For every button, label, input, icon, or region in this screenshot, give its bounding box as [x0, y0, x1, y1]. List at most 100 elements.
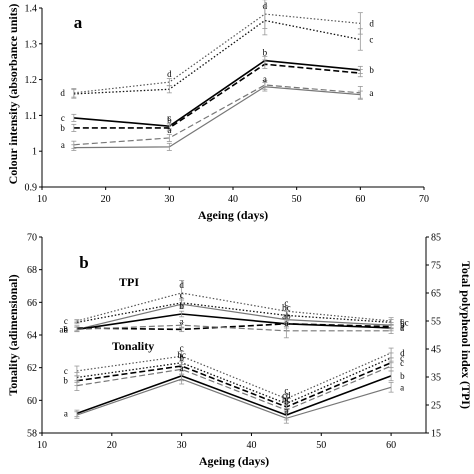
panel-b-tpi-series-line-4	[76, 322, 392, 331]
panel-b-x-tick-label: 20	[107, 440, 117, 451]
panel-b-tpi-significance-letter: ab	[59, 324, 68, 334]
panel-b-tonality-group-label: Tonality	[112, 339, 154, 353]
panel-a-significance-letter: a	[263, 74, 267, 84]
panel-b-tpi-series-line-1	[76, 302, 392, 324]
panel-b-y-tick-label: 66	[27, 298, 37, 309]
panel-a-significance-letter: b	[167, 115, 172, 125]
panel-a-significance-letter: d	[60, 88, 65, 98]
panel-a-x-tick-label: 50	[292, 194, 302, 205]
panel-b-tonality-series-line-5	[76, 378, 392, 419]
panel-b-x-tick-label: 30	[177, 440, 187, 451]
panel-b-x-axis-title: Ageing (days)	[199, 454, 269, 468]
panel-b-tonality-series-line-3	[76, 365, 392, 411]
panel-a-significance-letter: c	[369, 35, 373, 45]
panel-b-tonality-significance-letter: c	[64, 366, 68, 376]
panel-b-y-axis-title: Tonality (adimensional)	[6, 274, 20, 395]
panel-b-tonality-significance-letter: a	[180, 363, 184, 373]
panel-b-tpi-significance-letter: a	[284, 318, 288, 328]
panel-a-significance-letter: d	[369, 18, 374, 28]
panel-a-significance-letter: b	[60, 123, 65, 133]
panel-a-x-tick-label: 30	[164, 194, 174, 205]
panel-b-y-tick-label: 58	[27, 429, 37, 440]
panel-a-label: a	[74, 13, 83, 32]
panel-b-tonality-significance-letter: b	[400, 371, 405, 381]
panel-b-tpi-significance-letter: d	[179, 280, 184, 290]
panel-a-significance-letter: b	[369, 65, 374, 75]
panel-b-y-tick-label: 62	[27, 363, 37, 374]
panel-a-x-tick-label: 60	[355, 194, 365, 205]
panel-a-significance-letter: a	[167, 125, 171, 135]
panel-a-y-tick-label: 1.1	[25, 111, 38, 122]
panel-b-tpi-significance-letter: ab	[282, 311, 291, 321]
panel-a-y-tick-label: 1.2	[25, 75, 38, 86]
panel-b-tonality-series-line-4	[76, 374, 392, 416]
panel-b-tonality-significance-letter: bc	[282, 394, 291, 404]
panel-b-tpi-significance-letter: c	[400, 316, 404, 326]
panel-a-series-line-2	[73, 59, 361, 127]
panel-b-tonality-significance-letter: a	[284, 405, 288, 415]
panel-b-x-tick-label: 50	[316, 440, 326, 451]
panel-b-tonality-significance-letter: c	[400, 358, 404, 368]
panel-a-significance-letter: c	[61, 113, 65, 123]
panel-b-y2-tick-label: 65	[431, 289, 441, 300]
panel-b-tonality-series-line-2	[76, 362, 392, 408]
panel-a-series-line-4	[73, 84, 361, 146]
panel-b-y2-tick-label: 75	[431, 261, 441, 272]
panel-b-x-tick-label: 60	[386, 440, 396, 451]
panel-b-tonality-significance-letter: c	[400, 353, 404, 363]
panel-b-y2-tick-label: 35	[431, 373, 441, 384]
panel-b-y-tick-label: 68	[27, 265, 37, 276]
panel-a-significance-letter: d	[167, 69, 172, 79]
panel-a-y-axis-title: Colour intensity (absorbance units)	[6, 4, 20, 185]
panel-b-tpi-series-line-2	[76, 303, 392, 330]
panel-b-tonality-significance-letter: b	[284, 397, 289, 407]
panel-b-x-tick-label: 10	[37, 440, 47, 451]
panel-a-series-line-5	[73, 86, 361, 149]
panel-b-tonality-significance-letter: c	[180, 343, 184, 353]
panel-a-series-line-3	[73, 63, 361, 129]
panel-a-colour-intensity: 0.9 1 1.1 1.2 1.3 1.4 10 20 30 40 50 60 70 Ageing (da…	[6, 0, 429, 222]
panel-b-tpi-series-line-5	[76, 324, 392, 332]
panel-a-significance-letter: b	[263, 48, 268, 58]
panel-a-y-tick-label: 0.9	[25, 183, 38, 194]
panel-b-tpi-significance-letter: b	[179, 301, 184, 311]
panel-b-tonality-tpi: 58 60 62 64 66 68 70 15 25 35 45 55 65 75 85 10 20 30 40 50…	[6, 233, 473, 469]
panel-b-tonality-series-line-1	[76, 357, 392, 405]
panel-b-y2-tick-label: 15	[431, 429, 441, 440]
panel-a-significance-letter: a	[61, 140, 65, 150]
panel-b-tpi-significance-letter: a	[400, 323, 404, 333]
panel-a-x-tick-label: 20	[101, 194, 111, 205]
panel-b-tpi-significance-letter: c	[64, 316, 68, 326]
panel-b-tpi-significance-letter: a	[64, 324, 68, 334]
panel-b-y2-axis-title: Total polyphenol index (TPI)	[459, 261, 473, 409]
panel-b-x-tick-label: 40	[246, 440, 256, 451]
panel-a-series-line-1	[73, 19, 361, 95]
panel-a-significance-letter: c	[167, 113, 171, 123]
panel-b-tonality-significance-letter: b	[63, 376, 68, 386]
panel-b-tonality-significance-letter: c	[284, 386, 288, 396]
panel-b-y-tick-label: 64	[27, 331, 37, 342]
panel-b-tpi-significance-letter: a	[64, 323, 68, 333]
panel-a-y-tick-label: 1	[32, 147, 37, 158]
panel-a-x-axis-title: Ageing (days)	[198, 208, 268, 222]
panel-b-tpi-series-line-0	[76, 292, 392, 322]
panel-b-tpi-significance-letter: c	[180, 290, 184, 300]
panel-b-tonality-significance-letter: d	[400, 348, 405, 358]
panel-b-tonality-significance-letter: bc	[177, 350, 186, 360]
panel-b-tpi-group-label: TPI	[119, 275, 139, 289]
panel-a-series-line-0	[73, 13, 361, 94]
panel-a-y-tick-label: 1.4	[25, 4, 38, 15]
panel-b-y-tick-label: 60	[27, 396, 37, 407]
panel-b-y2-tick-label: 85	[431, 233, 441, 244]
panel-b-tpi-significance-letter: a	[400, 322, 404, 332]
panel-b-label: b	[79, 253, 88, 272]
panel-b-tonality-series-line-0	[76, 352, 392, 400]
panel-b-tpi-significance-letter: a	[180, 316, 184, 326]
panel-b-y2-tick-label: 25	[431, 401, 441, 412]
panel-b-y2-tick-label: 45	[431, 345, 441, 356]
panel-b-tpi-significance-letter: bc	[282, 302, 291, 312]
panel-b-tpi-significance-letter: c	[284, 298, 288, 308]
panel-a-x-tick-label: 10	[37, 194, 47, 205]
panel-a-x-tick-label: 70	[419, 194, 429, 205]
panel-a-y-tick-label: 1.3	[25, 39, 38, 50]
